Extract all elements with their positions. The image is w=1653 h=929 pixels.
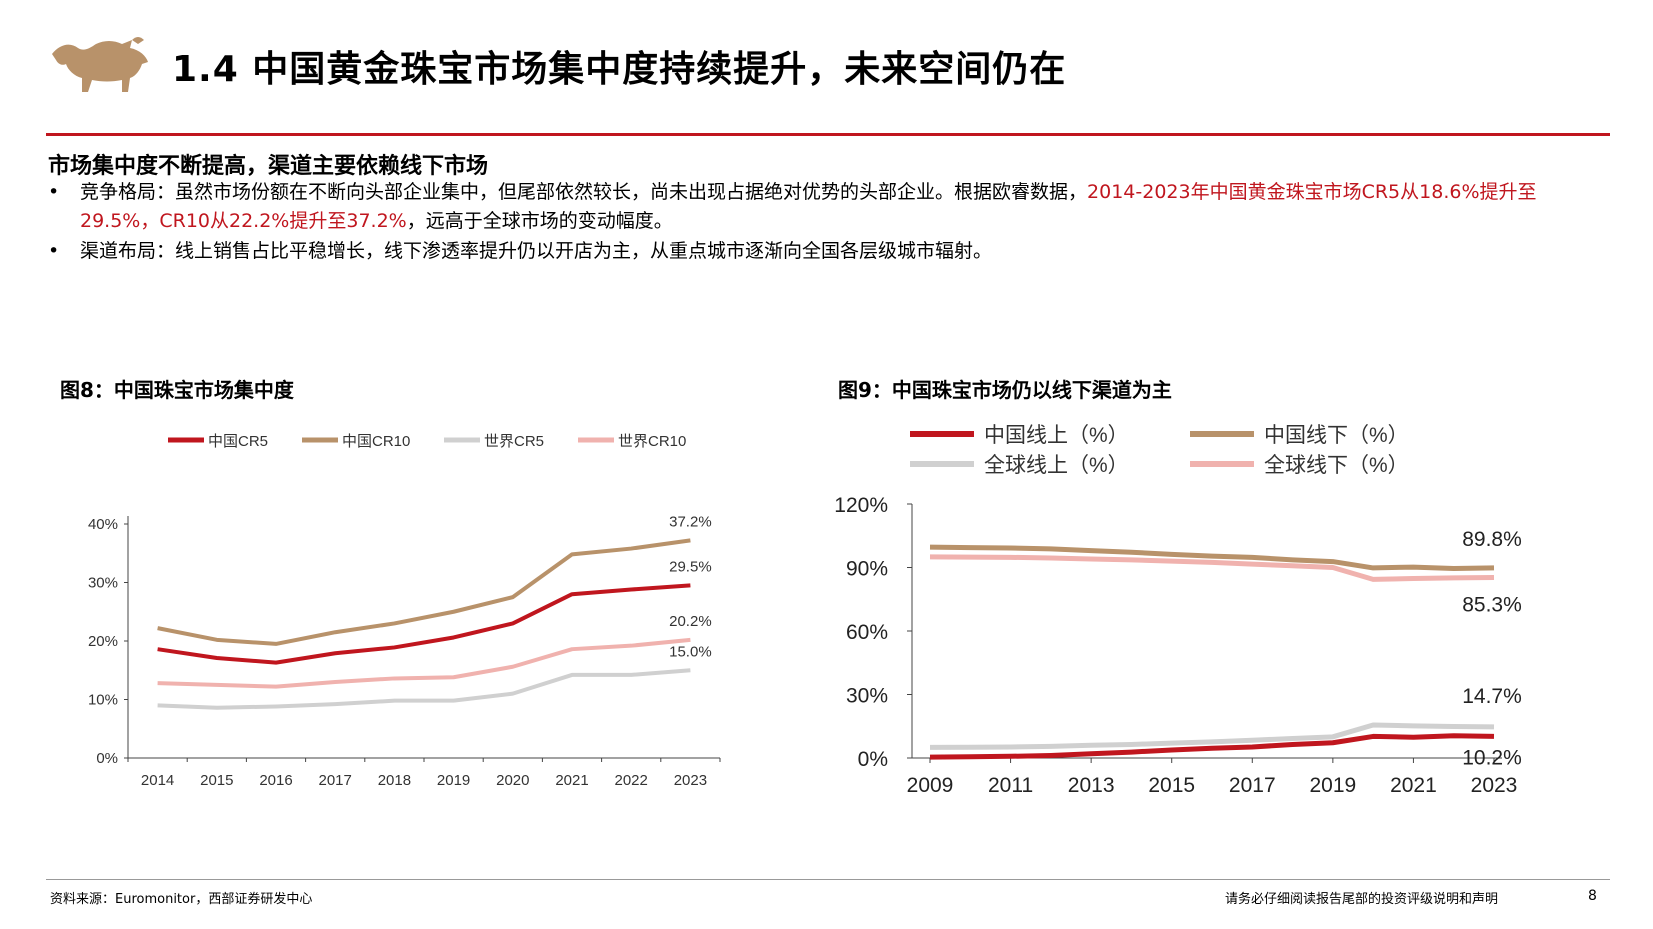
y-tick-label: 120% [834, 494, 888, 517]
legend-label: 中国CR5 [208, 433, 268, 450]
bullet-text-end: ，远高于全球市场的变动幅度。 [406, 210, 673, 232]
section-subheading: 市场集中度不断提高，渠道主要依赖线下市场 [48, 154, 489, 179]
y-tick-label: 90% [846, 558, 888, 581]
chart-online-offline-share: 中国线上（%） 中国线下（%） 全球线上（%） 全球线下（%） 0% 30% 60% 90% 1… [834, 424, 1522, 797]
legend-label: 世界CR5 [484, 433, 544, 450]
x-tick-label: 2023 [1471, 774, 1518, 797]
series-line [157, 637, 691, 689]
bullet-competition: • 竞争格局：虽然市场份额在不断向头部企业集中，但尾部依然较长，尚未出现占据绝对… [48, 178, 1613, 236]
data-label: 29.5% [669, 558, 712, 575]
figure9-title: 图9：中国珠宝市场仍以线下渠道为主 [838, 378, 1172, 402]
data-label: 14.7% [1462, 685, 1522, 708]
x-tick-label: 2011 [988, 774, 1033, 797]
y-tick-label: 30% [88, 575, 118, 592]
title-divider [46, 133, 1610, 136]
bullet-marker: • [48, 240, 60, 262]
source-note: 资料来源：Euromonitor，西部证券研发中心 [50, 892, 313, 907]
series-line [929, 554, 1495, 582]
x-tick-label: 2022 [615, 772, 648, 789]
figure8-title: 图8：中国珠宝市场集中度 [60, 378, 294, 402]
x-tick-label: 2023 [674, 772, 707, 789]
series-line [157, 668, 691, 710]
series-line [157, 538, 691, 646]
data-label: 10.2% [1462, 746, 1522, 769]
legend-label: 全球线下（%） [1264, 454, 1409, 477]
x-tick-label: 2021 [1390, 774, 1437, 797]
series-line [929, 544, 1495, 572]
bullet-highlight: 2014-2023年中国黄金珠宝市场CR5从18.6%提升至29.5%，CR10… [80, 181, 1537, 232]
disclaimer-note: 请务必仔细阅读报告尾部的投资评级说明和声明 [1225, 892, 1499, 907]
y-tick-label: 40% [88, 516, 118, 533]
y-tick-label: 10% [88, 692, 118, 709]
bullet-marker: • [48, 181, 60, 203]
x-tick-label: 2017 [319, 772, 352, 789]
x-tick-label: 2017 [1229, 774, 1276, 797]
page-title: 1.4 中国黄金珠宝市场集中度持续提升，未来空间仍在 [172, 49, 1067, 90]
y-tick-label: 0% [96, 750, 118, 767]
x-tick-label: 2018 [378, 772, 411, 789]
x-tick-label: 2014 [141, 772, 174, 789]
bullet-channel: • 渠道布局：线上销售占比平稳增长，线下渗透率提升仍以开店为主，从重点城市逐渐向… [48, 237, 1613, 266]
x-tick-label: 2015 [1148, 774, 1195, 797]
x-tick-label: 2019 [1309, 774, 1356, 797]
y-tick-label: 20% [88, 633, 118, 650]
bullet-text: 竞争格局：虽然市场份额在不断向头部企业集中，但尾部依然较长，尚未出现占据绝对优势… [80, 181, 1088, 203]
series-line [157, 583, 691, 665]
chart-market-concentration: 中国CR5 中国CR10 世界CR5 世界CR10 0% 10% 20% 30% 40% 2014… [88, 433, 721, 789]
footer-divider [46, 879, 1610, 880]
x-tick-label: 2020 [496, 772, 529, 789]
y-tick-label: 30% [846, 685, 888, 708]
company-logo-bull [52, 37, 148, 92]
bullet-text: 渠道布局：线上销售占比平稳增长，线下渗透率提升仍以开店为主，从重点城市逐渐向全国… [80, 240, 993, 262]
legend-label: 全球线上（%） [984, 454, 1129, 477]
data-label: 37.2% [669, 513, 712, 530]
legend-label: 中国CR10 [342, 433, 410, 450]
series-line [929, 733, 1495, 760]
x-tick-label: 2009 [907, 774, 954, 797]
x-tick-label: 2013 [1068, 774, 1115, 797]
legend-label: 中国线上（%） [984, 424, 1129, 447]
x-tick-label: 2015 [200, 772, 233, 789]
y-tick-label: 60% [846, 621, 888, 644]
series-line [929, 722, 1495, 750]
data-label: 20.2% [669, 613, 712, 630]
x-tick-label: 2021 [555, 772, 588, 789]
legend-label: 中国线下（%） [1264, 424, 1409, 447]
y-tick-label: 0% [858, 748, 888, 771]
page-number: 8 [1588, 888, 1597, 904]
x-tick-label: 2016 [259, 772, 292, 789]
data-label: 89.8% [1462, 528, 1522, 551]
data-label: 85.3% [1462, 593, 1522, 616]
data-label: 15.0% [669, 643, 712, 660]
legend-label: 世界CR10 [618, 433, 686, 450]
x-tick-label: 2019 [437, 772, 470, 789]
